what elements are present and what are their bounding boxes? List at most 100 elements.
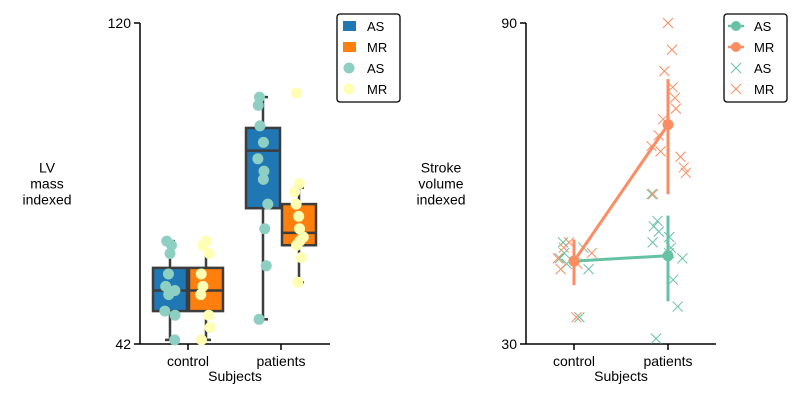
strip-point-as <box>169 285 181 296</box>
strip-point-as <box>253 91 265 103</box>
strip-point-as <box>161 235 173 247</box>
legend-label: AS <box>754 61 772 76</box>
legend-swatch <box>343 42 356 52</box>
strip-point-as <box>252 153 264 165</box>
strip-point-as <box>260 260 272 272</box>
x-marker-as <box>554 253 566 264</box>
strip-point-as <box>162 268 174 280</box>
x-marker-stroke <box>647 236 658 248</box>
legend: AS MR AS MR <box>723 13 788 103</box>
strip-point-mr <box>203 247 215 259</box>
x-marker-mr <box>678 162 690 173</box>
legend-label: MR <box>754 40 774 55</box>
strip-point-mr <box>294 223 306 235</box>
x-marker-stroke <box>670 103 682 114</box>
x-marker-stroke <box>667 274 679 286</box>
mean-point-mr <box>568 255 580 267</box>
y-tick-label: 90 <box>501 15 517 31</box>
x-marker-as <box>677 253 688 264</box>
x-marker-stroke <box>648 220 660 232</box>
legend-marker <box>343 62 355 74</box>
x-marker-stroke <box>650 333 662 345</box>
strip-point-mr <box>289 186 301 198</box>
strip-point-mr <box>195 268 207 280</box>
x-marker-as <box>558 247 570 259</box>
x-axis-label: Subjects <box>208 368 262 384</box>
legend: AS MR AS MR <box>336 13 401 103</box>
strip-point-mr <box>297 231 309 243</box>
legend-x-marker <box>730 83 742 95</box>
x-marker-stroke <box>653 226 665 238</box>
mean-line-mr <box>572 123 670 262</box>
strip-point-mr <box>196 334 208 346</box>
x-marker-stroke <box>657 113 669 125</box>
strip-point-as <box>164 247 176 259</box>
y-tick-label: 120 <box>108 15 132 31</box>
strip-point-as <box>253 313 265 325</box>
strip-point-mr <box>290 198 302 210</box>
legend-label: MR <box>367 82 387 97</box>
x-marker-stroke <box>558 247 570 259</box>
strip-point-as <box>258 165 270 177</box>
x-marker-mr <box>555 263 567 275</box>
legend-label: AS <box>367 19 385 34</box>
strip-point-as <box>257 136 269 148</box>
x-marker-stroke <box>646 188 657 200</box>
x-tick-label: control <box>167 353 209 369</box>
x-tick-label: control <box>553 353 595 369</box>
strip-point-as <box>252 99 264 111</box>
x-marker-stroke <box>554 253 566 264</box>
x-marker-mr <box>571 311 582 323</box>
x-marker-mr <box>586 247 598 259</box>
x-marker-mr <box>563 236 575 248</box>
x-marker-mr <box>666 44 678 56</box>
x-marker-stroke <box>655 146 666 157</box>
legend-frame <box>336 13 401 103</box>
x-marker-mr <box>662 17 674 29</box>
x-marker-stroke <box>680 167 692 179</box>
strip-point-mr <box>291 87 303 99</box>
x-marker-as <box>650 333 662 345</box>
x-tick-label: patients <box>256 353 305 369</box>
x-marker-as <box>646 188 657 200</box>
x-marker-mr <box>680 167 692 179</box>
strip-point-as <box>259 223 271 235</box>
x-marker-mr <box>655 146 666 157</box>
x-tick-label: patients <box>643 353 692 369</box>
strip-point-mr <box>294 178 306 189</box>
x-marker-stroke <box>571 311 582 323</box>
x-marker-mr <box>669 92 681 104</box>
x-marker-as <box>672 301 684 312</box>
strip-point-as <box>262 198 274 210</box>
x-marker-stroke <box>662 17 674 29</box>
x-marker-stroke <box>675 151 686 163</box>
x-marker-stroke <box>666 44 678 56</box>
x-marker-mr <box>670 103 682 114</box>
legend-label: AS <box>367 61 385 76</box>
x-marker-stroke <box>555 263 567 275</box>
strip-point-mr <box>293 210 305 222</box>
legend-marker <box>731 21 741 31</box>
legend-frame <box>723 13 788 103</box>
x-marker-stroke <box>659 65 670 77</box>
x-marker-as <box>652 215 663 227</box>
mean-line-as <box>573 254 669 263</box>
mean-point-as <box>662 250 674 262</box>
strip-point-as <box>159 305 171 317</box>
strip-point-mr <box>203 309 215 321</box>
strip-point-mr <box>197 280 209 292</box>
strip-point-mr <box>295 252 307 264</box>
x-marker-stroke <box>652 215 663 227</box>
mean-point-mr <box>662 119 674 131</box>
x-marker-as <box>557 236 569 248</box>
strip-point-as <box>254 120 266 132</box>
y-tick-label: 42 <box>115 336 131 352</box>
strip-point-as <box>169 309 181 321</box>
x-marker-stroke <box>583 263 594 275</box>
x-marker-stroke <box>669 92 681 104</box>
x-marker-mr <box>659 65 670 77</box>
strip-point-as <box>169 334 181 346</box>
